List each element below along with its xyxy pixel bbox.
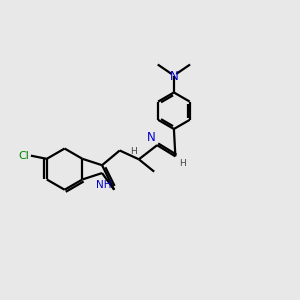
Text: H: H	[130, 147, 137, 156]
Text: N: N	[169, 70, 178, 83]
Text: Cl: Cl	[19, 151, 29, 161]
Text: NH: NH	[96, 180, 111, 190]
Text: N: N	[147, 131, 156, 144]
Text: H: H	[179, 159, 186, 168]
